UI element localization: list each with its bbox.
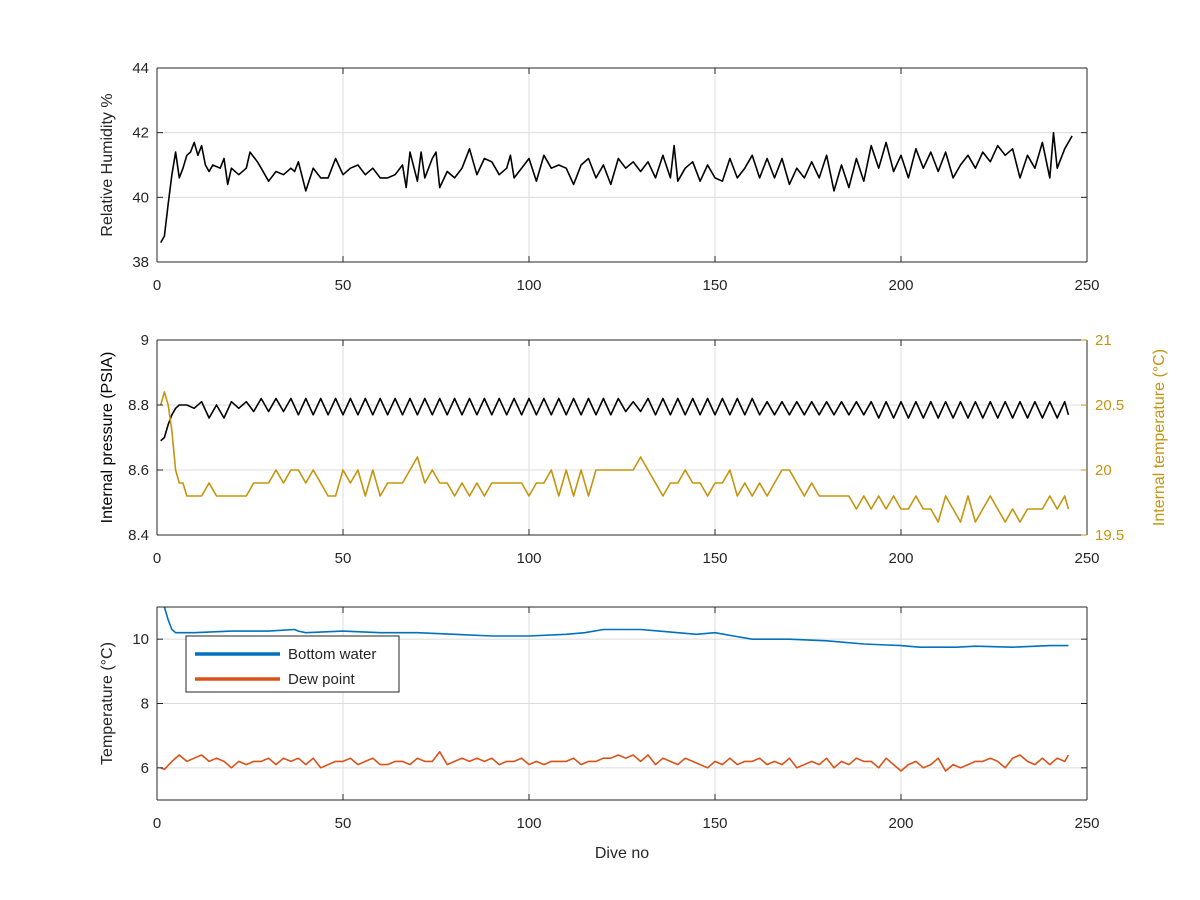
y-tick-label-right: 20 [1095,462,1112,479]
x-tick-label: 150 [702,815,727,832]
subplot-2: 0 50 100 150 200 250 8.4 8.6 8.8 9 19.5 20 20.5 21 Int… [99,332,1168,567]
legend-box [185,635,400,693]
series-line-1 [160,131,1073,243]
plot-area [157,68,1087,262]
y-axis-label: Internal pressure (PSIA) [99,352,116,524]
series-line-1 [160,397,1070,442]
x-tick-label: 150 [702,550,727,567]
x-tick-label: 50 [335,550,352,567]
series-line-dew-point [160,750,1070,772]
x-tick-label: 200 [888,550,913,567]
x-tick-label: 50 [335,815,352,832]
y-tick-label: 38 [132,254,149,271]
y-tick-label: 42 [132,125,149,142]
subplot-1: 0 50 100 150 200 250 38 40 42 44 Relative Humidity… [99,60,1100,294]
series-line-2 [159,391,1070,523]
y-tick-label: 44 [132,60,149,77]
x-tick-label: 0 [153,815,161,832]
y-tick-label-right: 21 [1095,332,1112,349]
x-tick-label: 0 [153,277,161,294]
x-tick-label: 250 [1074,277,1099,294]
y-tick-label: 8 [141,696,149,713]
y-tick-label: 8.8 [128,397,149,414]
x-tick-label: 150 [702,277,727,294]
y-tick-label-right: 20.5 [1095,397,1124,414]
y-axis-label: Temperature (°C) [99,642,116,765]
y-tick-label: 9 [141,332,149,349]
legend-label: Dew point [288,671,356,688]
x-tick-label: 200 [888,815,913,832]
x-tick-label: 200 [888,277,913,294]
x-tick-label: 100 [516,815,541,832]
subplot-3: 0 50 100 150 200 250 6 8 10 Temperature (°C) Dive … [99,606,1100,862]
x-tick-label: 100 [516,277,541,294]
legend: Bottom water Dew point [185,635,400,693]
x-tick-label: 250 [1074,815,1099,832]
x-axis-label: Dive no [595,845,649,862]
y-tick-label: 40 [132,189,149,206]
y-axis-label: Relative Humidity % [99,93,116,236]
y-axis-label-right: Internal temperature (°C) [1151,349,1168,526]
series-line-bottom-water [163,607,1069,649]
x-tick-label: 50 [335,277,352,294]
x-tick-label: 0 [153,550,161,567]
y-tick-label: 8.6 [128,462,149,479]
x-tick-label: 100 [516,550,541,567]
y-tick-label: 8.4 [128,527,149,544]
y-tick-label-right: 19.5 [1095,527,1124,544]
y-tick-label: 6 [141,760,149,777]
y-tick-label: 10 [132,631,149,648]
legend-label: Bottom water [288,646,376,663]
x-tick-label: 250 [1074,550,1099,567]
plot-area [157,340,1087,535]
